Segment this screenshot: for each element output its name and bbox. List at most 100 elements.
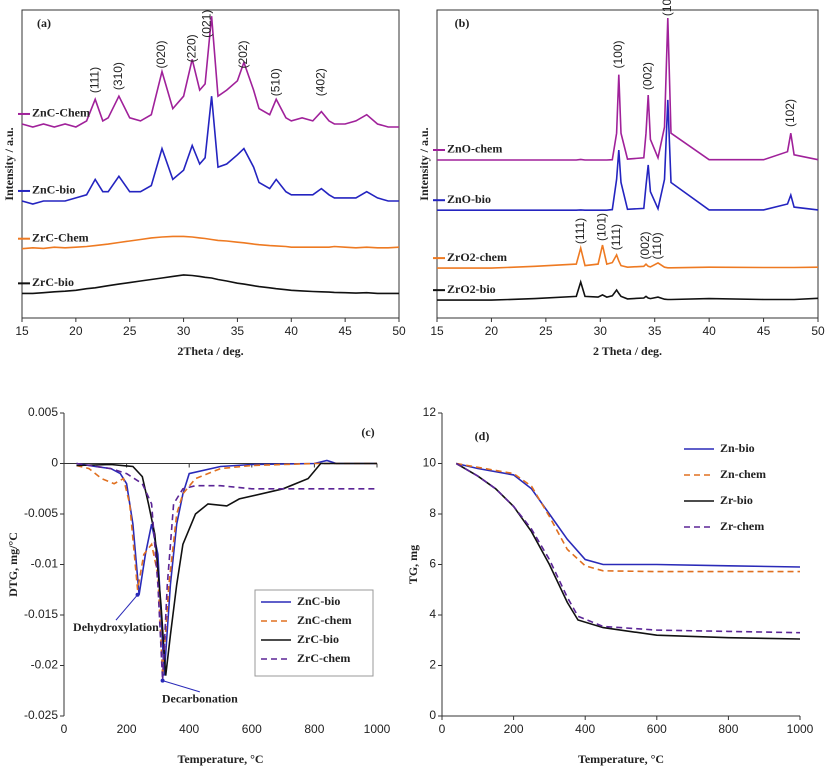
annotation: Dehydroxylation [73, 620, 159, 634]
series-line [76, 462, 377, 681]
x-tick-label: 1000 [364, 722, 391, 736]
x-axis-label: 2Theta / deg. [177, 344, 243, 358]
peak-label: (310) [111, 62, 125, 90]
x-tick-label: 50 [811, 324, 825, 338]
peak-label: (220) [184, 34, 198, 62]
x-tick-label: 30 [594, 324, 608, 338]
y-tick-label: 2 [429, 658, 436, 672]
plot-frame [436, 9, 819, 319]
y-axis-label: Intensity / a.u. [2, 127, 16, 200]
peak-label: (021) [199, 10, 213, 38]
peak-label: (111) [609, 224, 623, 250]
y-axis-label: Intensity / a.u. [417, 127, 431, 200]
series-label: ZnC-Chem [32, 106, 90, 120]
y-tick-label: 8 [429, 506, 436, 520]
series-line [455, 462, 801, 634]
peak-label: (110) [650, 232, 664, 259]
panel-label: (a) [37, 16, 51, 30]
series-line [437, 17, 819, 161]
peak-label: (202) [236, 41, 250, 69]
legend-label: Zn-bio [720, 441, 755, 455]
series-line [455, 462, 801, 640]
panel-label: (d) [475, 429, 490, 443]
y-tick-label: 12 [423, 405, 437, 419]
x-tick-label: 15 [15, 324, 29, 338]
series-label: ZrO2-chem [447, 250, 507, 264]
series-line [456, 462, 801, 568]
y-tick-label: -0.025 [24, 708, 58, 722]
x-tick-label: 0 [439, 722, 446, 736]
series-line [76, 462, 377, 676]
peak-label: (510) [268, 68, 282, 96]
y-axis-label: DTG, mg/°C [6, 532, 20, 597]
x-tick-label: 20 [485, 324, 499, 338]
peak-label: (002) [638, 231, 652, 259]
series-line [21, 16, 399, 128]
x-axis-label: Temperature, °C [578, 752, 664, 766]
x-tick-label: 50 [392, 324, 406, 338]
x-tick-label: 25 [123, 324, 137, 338]
peak-label: (101) [595, 213, 609, 241]
series-line [76, 459, 377, 676]
x-tick-label: 400 [575, 722, 595, 736]
x-tick-label: 40 [702, 324, 716, 338]
y-tick-label: -0.005 [24, 506, 58, 520]
legend-label: Zr-bio [720, 493, 753, 507]
x-tick-label: 0 [61, 722, 68, 736]
legend-label: ZrC-bio [297, 632, 339, 646]
series-label: ZrO2-bio [447, 282, 496, 296]
annotation-arrow-head [160, 678, 165, 683]
series-label: ZnC-bio [32, 183, 75, 197]
plot-frame [21, 9, 400, 319]
panel-label: (b) [455, 16, 470, 30]
legend-label: Zr-chem [720, 519, 764, 533]
peak-label: (100) [611, 41, 625, 69]
legend-label: Zn-chem [720, 467, 766, 481]
peak-label: (002) [640, 62, 654, 90]
x-tick-label: 35 [648, 324, 662, 338]
series-label: ZrC-Chem [32, 230, 89, 244]
legend-label: ZnC-chem [297, 613, 352, 627]
x-tick-label: 800 [304, 722, 324, 736]
y-tick-label: -0.02 [31, 658, 59, 672]
x-tick-label: 600 [242, 722, 262, 736]
x-tick-label: 400 [179, 722, 199, 736]
series-line [21, 96, 399, 205]
series-label: ZnO-bio [447, 192, 491, 206]
peak-label: (102) [783, 99, 797, 127]
x-tick-label: 200 [117, 722, 137, 736]
y-tick-label: 0 [51, 456, 58, 470]
x-tick-label: 35 [231, 324, 245, 338]
annotation: Decarbonation [162, 692, 238, 706]
annotation-arrow [162, 680, 200, 693]
series-line [456, 462, 800, 573]
x-tick-label: 30 [177, 324, 191, 338]
x-tick-label: 800 [718, 722, 738, 736]
x-tick-label: 600 [647, 722, 667, 736]
x-tick-label: 45 [757, 324, 771, 338]
series-label: ZnO-chem [447, 142, 502, 156]
peak-label: (111) [573, 218, 587, 244]
y-tick-label: -0.015 [24, 607, 58, 621]
series-line [437, 244, 819, 269]
series-label: ZrC-bio [32, 275, 74, 289]
x-axis-label: Temperature, °C [177, 752, 263, 766]
x-tick-label: 40 [285, 324, 299, 338]
series-line [437, 279, 819, 301]
peak-label: (111) [87, 67, 101, 93]
x-tick-label: 45 [338, 324, 352, 338]
x-tick-label: 1000 [787, 722, 814, 736]
y-tick-label: 0.005 [28, 405, 58, 419]
x-tick-label: 200 [504, 722, 524, 736]
y-tick-label: 10 [423, 456, 437, 470]
panel-label: (c) [361, 425, 374, 439]
y-tick-label: -0.01 [31, 557, 59, 571]
x-axis-label: 2 Theta / deg. [593, 344, 662, 358]
annotation-arrow-head [135, 592, 140, 597]
legend-label: ZnC-bio [297, 594, 340, 608]
x-tick-label: 25 [539, 324, 553, 338]
y-axis-label: TG, mg [406, 545, 420, 584]
legend-label: ZrC-chem [297, 651, 350, 665]
peak-label: (101) [660, 0, 674, 16]
